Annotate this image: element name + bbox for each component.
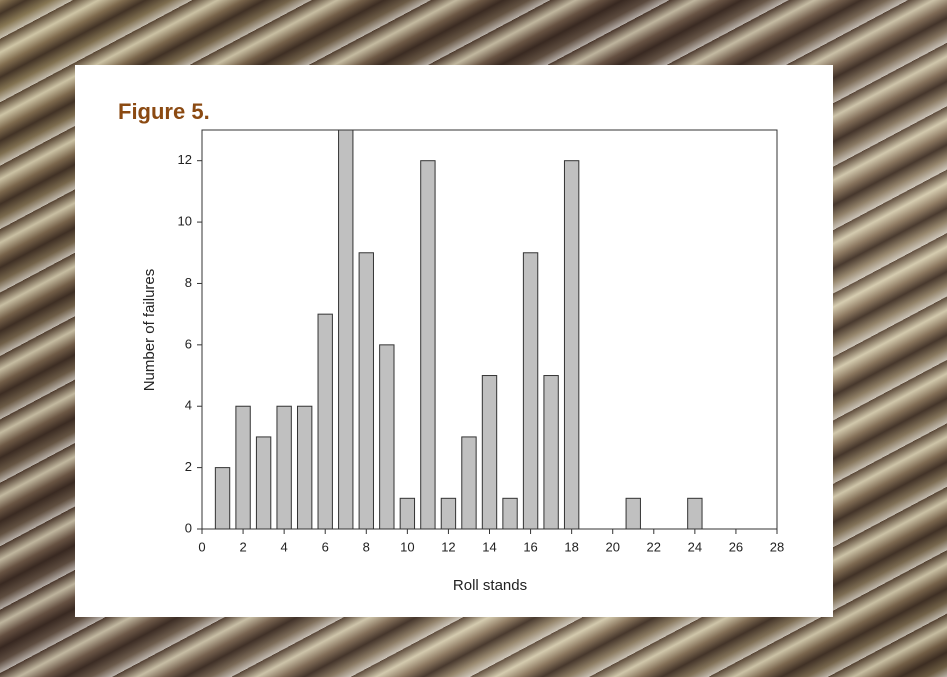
x-tick-label: 20 <box>605 539 619 554</box>
x-tick-label: 16 <box>523 539 537 554</box>
x-tick-label: 8 <box>363 539 370 554</box>
bar <box>626 498 640 529</box>
bar <box>441 498 455 529</box>
bar <box>318 314 332 529</box>
bar <box>236 406 250 529</box>
bar <box>544 376 558 529</box>
x-tick-label: 2 <box>239 539 246 554</box>
x-tick-label: 26 <box>729 539 743 554</box>
bar <box>462 437 476 529</box>
bar <box>400 498 414 529</box>
bar <box>380 345 394 529</box>
bar <box>339 130 353 529</box>
bar <box>523 253 537 529</box>
y-axis-label: Number of failures <box>141 269 158 392</box>
x-tick-label: 10 <box>400 539 414 554</box>
x-tick-label: 24 <box>688 539 702 554</box>
bar <box>359 253 373 529</box>
y-tick-label: 2 <box>185 459 192 474</box>
x-tick-label: 14 <box>482 539 496 554</box>
x-tick-label: 0 <box>198 539 205 554</box>
bar <box>688 498 702 529</box>
y-tick-label: 8 <box>185 275 192 290</box>
bar <box>215 468 229 529</box>
bar <box>482 376 496 529</box>
bar <box>503 498 517 529</box>
x-tick-label: 18 <box>564 539 578 554</box>
x-tick-label: 22 <box>647 539 661 554</box>
bar <box>564 161 578 529</box>
bar <box>297 406 311 529</box>
bar <box>256 437 270 529</box>
chart-title: Figure 5. <box>118 99 210 124</box>
x-tick-label: 4 <box>281 539 288 554</box>
chart: Figure 5. Roll stands Number of failures… <box>0 0 947 677</box>
bar <box>277 406 291 529</box>
page: {"chart_data": {"type": "bar", "title": … <box>0 0 947 677</box>
x-axis-label: Roll stands <box>453 577 527 594</box>
y-tick-label: 6 <box>185 336 192 351</box>
y-tick-label: 12 <box>178 152 192 167</box>
y-tick-label: 4 <box>185 398 192 413</box>
x-tick-label: 6 <box>322 539 329 554</box>
y-tick-label: 0 <box>185 520 192 535</box>
x-tick-label: 28 <box>770 539 784 554</box>
bar <box>421 161 435 529</box>
y-tick-label: 10 <box>178 214 192 229</box>
x-tick-label: 12 <box>441 539 455 554</box>
